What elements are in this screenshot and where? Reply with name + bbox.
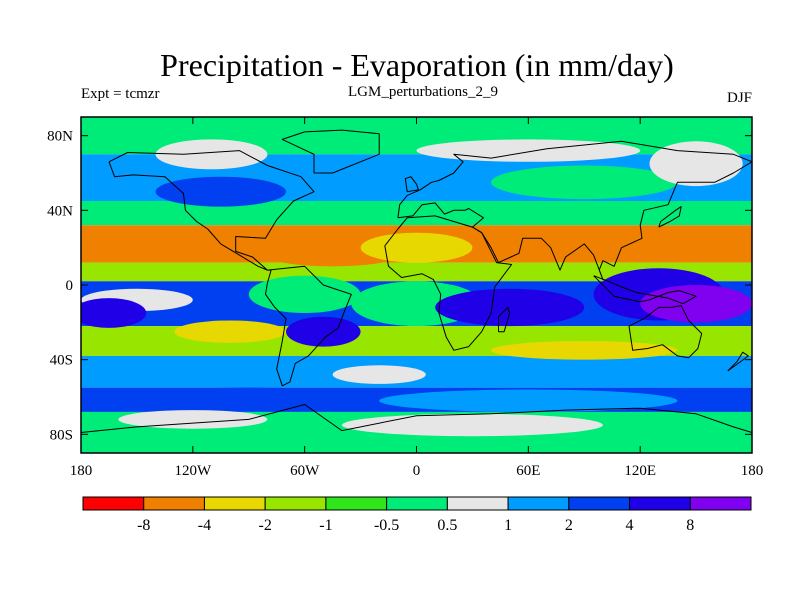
- colorbar-label: 0.5: [437, 517, 457, 534]
- coastline-eurasia: [397, 140, 752, 280]
- colorbar-label: 8: [686, 517, 694, 534]
- coastline-greenland: [281, 129, 380, 174]
- field-feature: [332, 365, 426, 384]
- coastline-japan: [658, 206, 682, 228]
- colorbar-swatch: [264, 496, 327, 511]
- field-feature: [435, 288, 585, 327]
- season-label: DJF: [727, 90, 752, 106]
- x-tick-label: 60E: [516, 463, 540, 479]
- field-feature: [118, 410, 268, 429]
- field-feature: [640, 285, 752, 323]
- coastline-antarctica: [81, 404, 752, 433]
- colorbar-label: -1: [319, 517, 332, 534]
- field-feature: [491, 341, 678, 360]
- coastline-south-america: [265, 265, 352, 387]
- x-tick-label: 120E: [624, 463, 656, 479]
- colorbar-label: 1: [504, 517, 512, 534]
- colorbar-label: -2: [259, 517, 272, 534]
- field-feature: [155, 139, 268, 170]
- field-band: [81, 201, 752, 226]
- field-feature: [81, 298, 147, 328]
- field-feature: [155, 176, 287, 207]
- colorbar-label: -8: [137, 517, 150, 534]
- colorbar-label: 2: [565, 517, 573, 534]
- coastline-australia: [628, 305, 703, 359]
- coastline-north-america: [108, 150, 315, 271]
- field-feature: [640, 229, 752, 259]
- y-axis: 80N 40N 0 40S 80S: [47, 129, 752, 443]
- colorbar-swatch: [446, 496, 509, 511]
- field-feature: [649, 141, 743, 187]
- y-tick-label: 40N: [47, 203, 73, 219]
- field-feature: [174, 320, 287, 343]
- y-tick-label: 40S: [50, 353, 73, 369]
- pme-field: [81, 117, 752, 453]
- colorbar-swatch: [325, 496, 388, 511]
- colorbar-swatch: [386, 496, 448, 511]
- x-tick-label: 120W: [174, 463, 212, 479]
- experiment-label: Expt = tcmzr: [81, 86, 159, 102]
- map-plot: 180 120W 60W 0 60E 120E 180 80N 40N 0 40S 80S: [47, 116, 764, 479]
- y-tick-label: 80S: [50, 427, 73, 443]
- field-feature: [379, 389, 678, 412]
- colorbar-swatch: [507, 496, 570, 511]
- colorbar-label: 4: [626, 517, 634, 534]
- coastline-uk: [404, 176, 419, 193]
- colorbar-swatch: [203, 496, 266, 511]
- field-feature: [127, 232, 203, 256]
- run-label: LGM_perturbations_2_9: [348, 84, 498, 100]
- colorbar: -8 -4 -2 -1 -0.5 0.5 1 2 4 8: [82, 496, 752, 534]
- coastline-indonesia: [593, 275, 697, 305]
- coastline-new-zealand: [727, 351, 749, 372]
- coastline-madagascar: [498, 306, 511, 333]
- field-feature: [341, 413, 603, 437]
- x-tick-label: 60W: [290, 463, 320, 479]
- x-tick-label: 0: [413, 463, 421, 479]
- colorbar-label: -0.5: [374, 517, 399, 534]
- field-band: [81, 262, 752, 282]
- x-tick-label: 180: [741, 463, 764, 479]
- coastlines: [81, 129, 752, 433]
- field-feature: [248, 275, 361, 314]
- colorbar-swatch: [568, 496, 631, 511]
- chart-title: Precipitation - Evaporation (in mm/day): [160, 47, 674, 83]
- colorbar-swatch: [629, 496, 691, 511]
- y-tick-label: 80N: [47, 129, 73, 145]
- field-feature: [491, 165, 678, 200]
- colorbar-label: -4: [198, 517, 211, 534]
- field-feature: [360, 232, 473, 263]
- colorbar-swatch: [143, 496, 205, 511]
- field-feature: [99, 387, 398, 407]
- colorbar-swatch: [82, 496, 145, 511]
- coastline-africa: [384, 215, 513, 351]
- field-feature: [286, 316, 361, 347]
- colorbar-swatch: [689, 496, 752, 511]
- x-tick-label: 180: [70, 463, 93, 479]
- x-axis: 180 120W 60W 0 60E 120E 180: [70, 117, 764, 479]
- y-tick-label: 0: [66, 278, 74, 294]
